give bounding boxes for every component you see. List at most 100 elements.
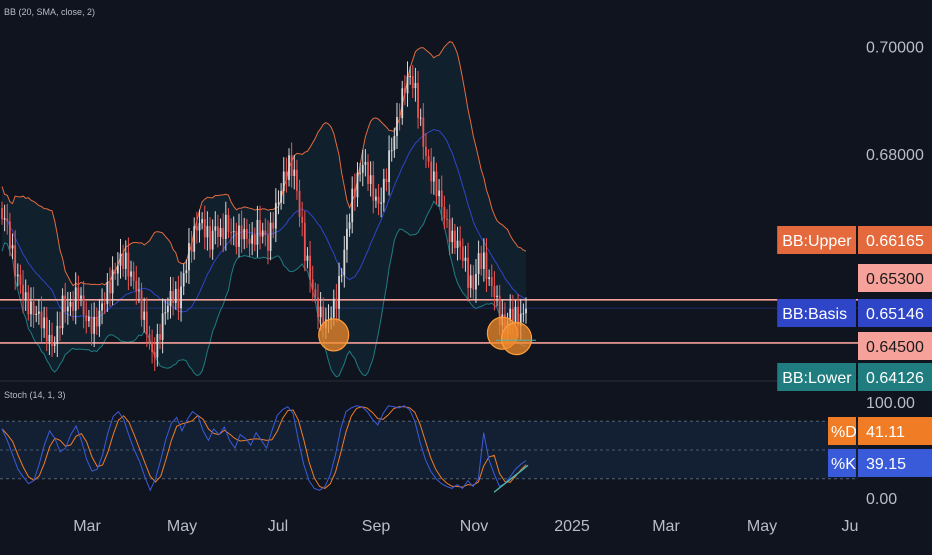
candle-body xyxy=(153,352,156,358)
candle-body xyxy=(182,273,185,287)
candle-body xyxy=(267,235,269,251)
candle-body xyxy=(185,270,188,274)
candle-body xyxy=(459,240,462,247)
marker-circle[interactable] xyxy=(318,318,350,352)
candle-body xyxy=(288,155,290,181)
y-tick-label: 0.70000 xyxy=(866,39,924,56)
price-tag-label-box xyxy=(777,363,856,391)
candle-body xyxy=(164,312,167,314)
candle-body xyxy=(90,316,93,334)
x-tick-label: Mar xyxy=(73,518,101,535)
candle-body xyxy=(98,310,101,327)
candle-body xyxy=(293,169,296,177)
candle-body xyxy=(251,234,254,244)
candle-body xyxy=(301,216,304,223)
candle-body xyxy=(319,306,322,318)
candle-body xyxy=(166,305,169,313)
price-tag-label: BB:Basis xyxy=(782,306,847,323)
candle-body xyxy=(43,317,46,329)
candle-body xyxy=(109,282,111,294)
stoch-k-line xyxy=(1,405,527,492)
candle-body xyxy=(469,275,472,288)
candle-body xyxy=(490,277,493,286)
candle-body xyxy=(509,308,512,321)
candle-body xyxy=(432,171,435,182)
candle-body xyxy=(230,232,232,234)
x-tick-label: Nov xyxy=(460,518,488,535)
candle-body xyxy=(393,136,396,151)
candle-body xyxy=(446,218,448,220)
stoch-trend-line[interactable] xyxy=(493,464,529,493)
stoch-tag-label-box xyxy=(828,417,856,445)
candle-body xyxy=(232,231,235,233)
candle-body xyxy=(309,255,311,280)
candle-body xyxy=(480,253,483,269)
candle-body xyxy=(8,221,11,249)
candle-body xyxy=(127,252,130,277)
candle-body xyxy=(482,252,485,269)
candle-body xyxy=(367,161,369,184)
candle-body xyxy=(219,228,222,237)
bb-indicator-label: BB (20, SMA, close, 2) xyxy=(4,7,95,17)
x-tick-label: Sep xyxy=(362,518,391,535)
candle-body xyxy=(496,295,498,298)
candle-body xyxy=(122,253,125,269)
candle-body xyxy=(380,202,383,204)
candle-body xyxy=(85,315,88,322)
candle-body xyxy=(40,311,43,329)
candle-body xyxy=(114,269,117,274)
stoch-tag-value: 41.11 xyxy=(866,424,905,441)
candle-body xyxy=(375,196,377,201)
candle-body xyxy=(485,252,488,280)
candle-body xyxy=(82,295,85,316)
candle-body xyxy=(188,243,190,271)
candle-body xyxy=(116,265,119,274)
x-tick-label: May xyxy=(167,518,197,535)
candle-body xyxy=(1,208,3,219)
candle-body xyxy=(56,325,59,345)
candle-body xyxy=(180,286,182,309)
candle-body xyxy=(351,188,354,223)
candle-body xyxy=(417,82,419,118)
candle-body xyxy=(522,313,525,315)
price-tag-label: BB:Upper xyxy=(782,233,852,250)
candle-body xyxy=(269,222,272,251)
marker-circle[interactable] xyxy=(500,322,533,356)
candle-body xyxy=(259,219,261,237)
candle-body xyxy=(111,269,114,294)
candle-body xyxy=(517,306,520,327)
candle-body xyxy=(440,190,443,208)
candle-body xyxy=(11,245,14,249)
candle-body xyxy=(427,155,430,162)
stoch-tag-value-box xyxy=(858,417,932,445)
candle-body xyxy=(277,202,280,204)
candle-body xyxy=(493,285,496,298)
candle-body xyxy=(390,150,393,152)
candle-body xyxy=(364,161,367,165)
candle-body xyxy=(285,171,288,181)
candle-body xyxy=(64,295,67,312)
candle-body xyxy=(190,243,193,252)
price-tag-value: 0.64500 xyxy=(866,339,924,356)
candle-body xyxy=(322,306,325,329)
candle-body xyxy=(227,214,230,233)
price-tag-value: 0.65300 xyxy=(866,271,924,288)
candle-body xyxy=(14,245,17,277)
candle-body xyxy=(514,306,517,323)
price-tag-label-box xyxy=(777,299,856,327)
price-tag-value-box xyxy=(858,299,932,327)
candle-body xyxy=(132,271,135,281)
candle-body xyxy=(174,288,177,303)
candle-body xyxy=(35,313,38,316)
stoch-tag-value: 39.15 xyxy=(866,456,906,473)
candle-body xyxy=(238,225,240,247)
price-tag-value-box xyxy=(858,226,932,254)
candle-body xyxy=(66,306,69,312)
candle-body xyxy=(51,334,53,346)
x-tick-label: Jul xyxy=(268,518,288,535)
candle-body xyxy=(359,172,362,174)
candle-body xyxy=(151,342,153,353)
candle-body xyxy=(454,230,456,248)
